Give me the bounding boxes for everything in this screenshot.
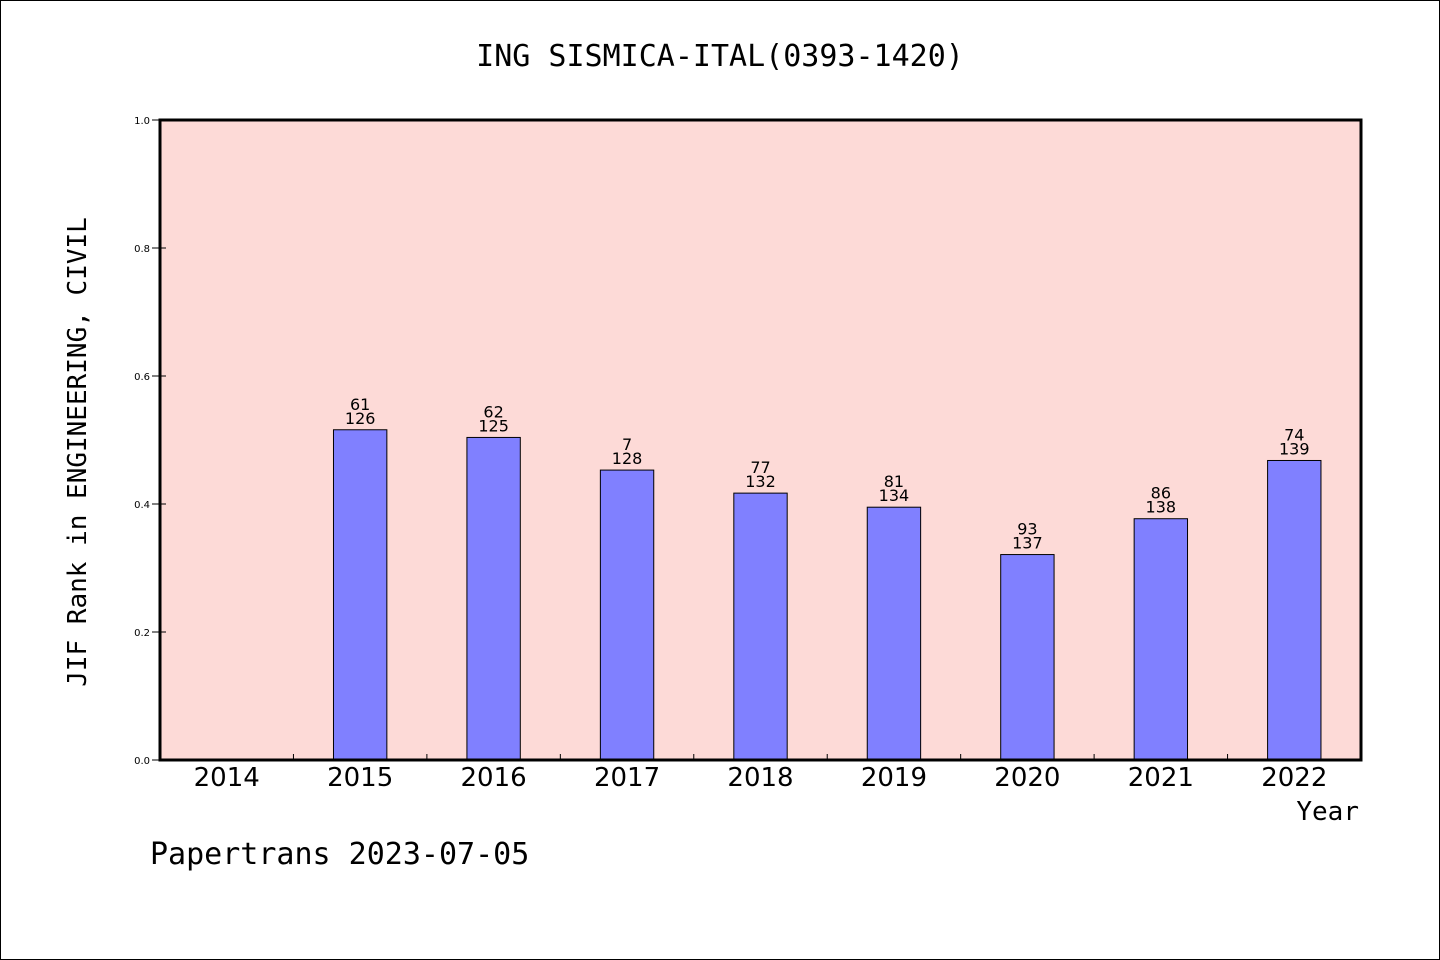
data-label-total-2019: 134 <box>879 486 910 505</box>
y-tick-label-1.0: 1.0 <box>134 116 150 127</box>
x-tick-label-2022: 2022 <box>1261 763 1327 793</box>
bar-2018 <box>733 492 788 761</box>
data-label-rank-2017: 7 <box>622 435 632 454</box>
x-tick-label-2014: 2014 <box>194 763 260 793</box>
plot-border <box>158 118 1363 762</box>
x-tick-label-2021: 2021 <box>1128 763 1194 793</box>
x-tick-label-2019: 2019 <box>861 763 927 793</box>
y-tick-label-0.6: 0.6 <box>134 372 150 383</box>
bars-layer <box>332 429 1322 761</box>
x-tick-label-2018: 2018 <box>727 763 793 793</box>
x-tick-label-2020: 2020 <box>994 763 1060 793</box>
bar-2022 <box>1267 459 1322 761</box>
chart-title: ING SISMICA-ITAL(0393-1420) <box>476 39 964 74</box>
bar-2020 <box>1000 554 1055 761</box>
y-tick-label-0.0: 0.0 <box>134 756 150 767</box>
bar-2015 <box>332 429 388 761</box>
y-tick-label-0.4: 0.4 <box>134 500 150 511</box>
data-label-total-2020: 137 <box>1012 534 1043 553</box>
data-label-rank-2020: 93 <box>1017 520 1037 539</box>
data-label-total-2022: 139 <box>1279 439 1310 458</box>
y-tick-label-0.2: 0.2 <box>134 628 150 639</box>
x-tick-label-2015: 2015 <box>327 763 393 793</box>
data-label-total-2018: 132 <box>745 472 776 491</box>
data-label-rank-2021: 86 <box>1151 484 1171 503</box>
x-axis-title: Year <box>1296 797 1359 827</box>
bar-2021 <box>1133 518 1189 761</box>
data-label-total-2016: 125 <box>478 416 509 435</box>
bar-2016 <box>466 436 521 761</box>
bar-2017 <box>599 469 655 761</box>
data-label-rank-2019: 81 <box>884 472 904 491</box>
data-label-total-2017: 128 <box>612 449 643 468</box>
y-axis-title: JIF Rank in ENGINEERING, CIVIL <box>63 217 93 687</box>
data-label-rank-2015: 61 <box>350 395 370 414</box>
data-label-rank-2016: 62 <box>483 402 503 421</box>
data-label-total-2021: 138 <box>1146 498 1177 517</box>
y-tick-label-0.8: 0.8 <box>134 244 150 255</box>
ticks-layer: 2014 2015 2016 2017 2018 2019 2020 2021 2022 0.0 0… <box>134 116 1327 793</box>
data-label-total-2015: 126 <box>345 409 376 428</box>
data-label-rank-2018: 77 <box>750 458 770 477</box>
footer-watermark: Papertrans 2023-07-05 <box>150 837 529 872</box>
x-tick-label-2017: 2017 <box>594 763 660 793</box>
bar-2019 <box>866 506 922 761</box>
x-tick-label-2016: 2016 <box>461 763 527 793</box>
data-label-rank-2022: 74 <box>1284 425 1304 444</box>
